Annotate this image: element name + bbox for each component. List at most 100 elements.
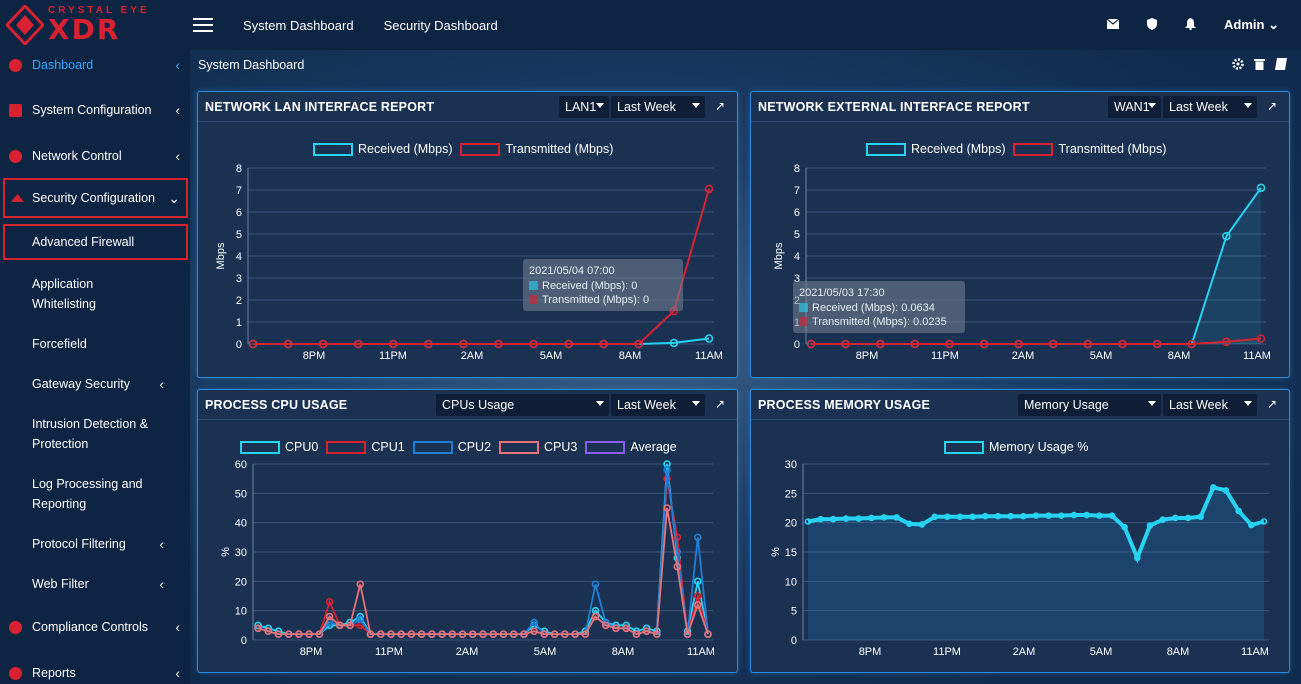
data-point (632, 630, 641, 638)
data-point (274, 627, 283, 635)
sidebar-item-advanced-firewall[interactable]: Advanced Firewall (3, 224, 188, 260)
sidebar-item-application-whitelisting[interactable]: Application Whitelisting (0, 274, 190, 314)
sidebar-item-compliance-controls[interactable]: Compliance Controls ‹ (0, 615, 190, 639)
data-point (653, 630, 661, 638)
legend-item[interactable]: Transmitted (Mbps) (1013, 142, 1166, 156)
range-select[interactable]: Last Week (611, 394, 705, 416)
sidebar-item-intrusion-detection[interactable]: Intrusion Detection & Protection (0, 414, 190, 454)
data-point (325, 621, 334, 630)
hamburger-menu-icon[interactable] (193, 18, 213, 32)
data-point (632, 630, 641, 638)
data-point (842, 515, 850, 522)
y-tick-label: 6 (236, 207, 242, 219)
data-point (397, 630, 405, 638)
series-line (253, 337, 710, 345)
data-point (1020, 512, 1027, 520)
legend-item[interactable]: Memory Usage % (944, 440, 1088, 454)
legend-item[interactable]: CPU0 (240, 440, 318, 454)
sidebar: Dashboard ‹ System Configuration ‹ Netwo… (0, 50, 190, 684)
globe-icon (9, 149, 22, 163)
data-point (479, 630, 487, 638)
sidebar-item-forcefield[interactable]: Forcefield (0, 332, 190, 356)
data-point (599, 339, 609, 349)
data-point (1083, 511, 1090, 519)
sidebar-item-security-configuration[interactable]: Security Configuration ⌄ (3, 178, 188, 218)
sidebar-item-system-configuration[interactable]: System Configuration ‹ (0, 98, 190, 122)
legend-swatch (460, 142, 501, 156)
data-point (855, 515, 862, 522)
gear-icon[interactable] (1232, 58, 1244, 73)
external-link-icon[interactable]: ↗ (1266, 397, 1277, 411)
legend-item[interactable]: CPU2 (412, 440, 491, 454)
data-point (366, 630, 375, 638)
bell-icon[interactable] (1185, 17, 1197, 33)
sidebar-item-label: Reports (32, 666, 76, 680)
tooltip-line: Received (Mbps): 0 (542, 280, 637, 292)
brand-logo[interactable]: CRYSTAL EYE XDR (0, 0, 190, 50)
sidebar-item-network-control[interactable]: Network Control ‹ (0, 144, 190, 168)
external-link-icon[interactable]: ↗ (714, 99, 725, 113)
cpu-usage-panel: PROCESS CPU USAGE CPUs Usage Last Week ↗… (197, 389, 738, 673)
tooltip-swatch (799, 317, 808, 326)
user-menu[interactable]: Admin ⌄ (1224, 17, 1279, 33)
data-point (438, 630, 446, 638)
data-point (571, 630, 579, 638)
legend-item[interactable]: Received (Mbps) (313, 142, 452, 156)
sidebar-item-dashboard[interactable]: Dashboard ‹ (0, 53, 190, 77)
data-point (683, 627, 692, 635)
external-interface-panel: NETWORK EXTERNAL INTERFACE REPORT WAN1 L… (750, 91, 1290, 378)
data-point (1058, 512, 1065, 519)
legend-label: CPU1 (371, 440, 405, 454)
data-point (673, 548, 682, 556)
sidebar-item-log-processing[interactable]: Log Processing and Reporting (0, 474, 190, 514)
data-point (581, 627, 590, 635)
cpu-select[interactable]: CPUs Usage (436, 394, 609, 416)
data-point (1118, 339, 1127, 349)
sidebar-item-reports[interactable]: Reports ‹ (0, 661, 190, 684)
trash-icon[interactable] (1254, 58, 1265, 73)
y-tick-label: 2 (794, 295, 800, 307)
envelope-icon[interactable] (1106, 18, 1120, 32)
sidebar-item-gateway-security[interactable]: Gateway Security ‹ (0, 372, 190, 396)
range-select[interactable]: Last Week (1163, 394, 1257, 416)
data-point (571, 630, 579, 638)
reports-icon (9, 666, 22, 680)
data-point (622, 621, 630, 630)
external-link-icon[interactable]: ↗ (714, 397, 725, 411)
interface-select[interactable]: WAN1 (1108, 96, 1161, 118)
external-link-icon[interactable]: ↗ (1266, 99, 1277, 113)
data-point (1007, 512, 1014, 520)
series-line (257, 478, 709, 636)
nav-system-dashboard[interactable]: System Dashboard (243, 17, 354, 33)
legend-item[interactable]: CPU3 (499, 440, 577, 454)
interface-select[interactable]: LAN1 (559, 96, 609, 118)
data-point (550, 630, 559, 638)
data-point (520, 630, 528, 638)
data-point (530, 627, 538, 635)
sidebar-item-web-filter[interactable]: Web Filter ‹ (0, 572, 190, 596)
sidebar-item-label: Web Filter (32, 577, 89, 591)
book-icon[interactable] (1275, 58, 1287, 73)
data-point (353, 339, 363, 349)
range-select[interactable]: Last Week (1163, 96, 1257, 118)
data-point (459, 339, 468, 349)
data-point (1222, 337, 1231, 347)
nav-security-dashboard[interactable]: Security Dashboard (383, 17, 498, 33)
legend-item[interactable]: Average (585, 440, 677, 454)
data-point (1049, 339, 1058, 349)
sidebar-item-protocol-filtering[interactable]: Protocol Filtering ‹ (0, 532, 190, 556)
data-point (284, 630, 293, 638)
x-tick-label: 8PM (856, 350, 879, 362)
legend-item[interactable]: Transmitted (Mbps) (460, 142, 613, 156)
memory-select[interactable]: Memory Usage (1018, 394, 1161, 416)
x-tick-label: 5AM (1090, 646, 1113, 658)
legend-swatch (499, 440, 540, 454)
chevron-left-icon: ‹ (175, 57, 180, 73)
shield-icon[interactable] (1147, 17, 1158, 33)
data-point (346, 621, 354, 630)
data-point (274, 630, 283, 638)
data-point (520, 630, 528, 638)
range-select[interactable]: Last Week (611, 96, 705, 118)
legend-item[interactable]: CPU1 (326, 440, 405, 454)
legend-item[interactable]: Received (Mbps) (866, 142, 1005, 156)
